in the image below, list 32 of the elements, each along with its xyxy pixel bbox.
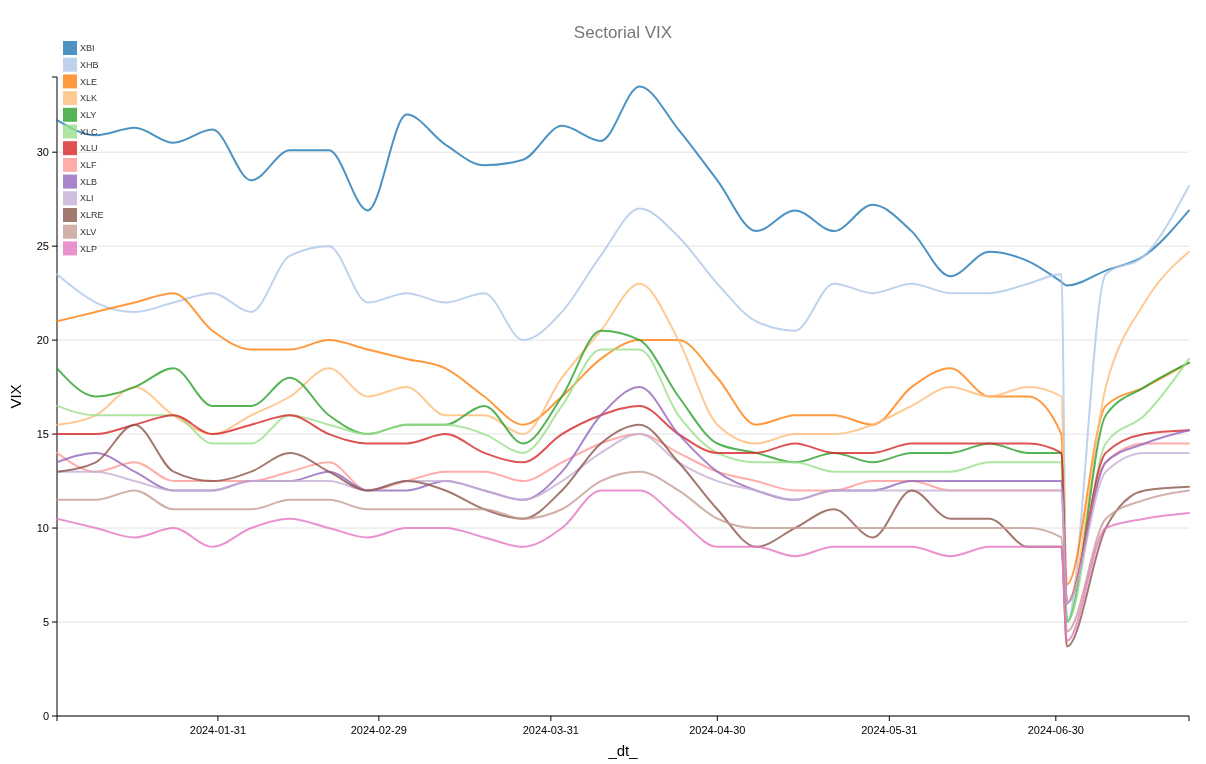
x-tick-label: 2024-01-31: [189, 724, 247, 736]
legend-label: XLY: [80, 109, 97, 120]
legend-label: XLRE: [80, 210, 104, 221]
legend-label: XLP: [80, 243, 98, 254]
legend-label: XLK: [80, 93, 98, 104]
legend-label: XLE: [80, 76, 98, 87]
x-tick-label: 2024-06-30: [1027, 724, 1084, 736]
x-tick-label: 2024-05-31: [861, 724, 918, 736]
legend-label: XLU: [80, 143, 98, 154]
line-series: [56, 85, 1190, 287]
y-axis-title: VIX: [7, 384, 24, 409]
x-axis-title: _dt_: [607, 742, 639, 759]
chart-title: Sectorial VIX: [573, 23, 673, 42]
y-tick-label: 20: [36, 333, 49, 346]
line-series: [56, 489, 1190, 642]
legend-label: XLF: [80, 160, 98, 171]
x-tick-label: 2024-02-29: [350, 724, 407, 736]
line-series: [56, 423, 1190, 648]
x-tick-label: 2024-04-30: [689, 724, 746, 736]
y-tick-label: 10: [36, 521, 49, 534]
line-series: [56, 470, 1190, 633]
legend-label: XLV: [80, 226, 97, 237]
legend-label: XLB: [80, 176, 98, 187]
legend-label: XLI: [80, 193, 94, 204]
y-tick-label: 5: [42, 615, 49, 628]
y-tick-label: 0: [42, 709, 49, 722]
legend-label: XBI: [80, 43, 95, 54]
y-tick-label: 30: [36, 146, 49, 159]
legend-label: XHB: [80, 59, 99, 70]
x-tick-label: 2024-03-31: [522, 724, 579, 736]
y-tick-label: 25: [36, 240, 49, 252]
y-tick-label: 15: [36, 427, 49, 440]
